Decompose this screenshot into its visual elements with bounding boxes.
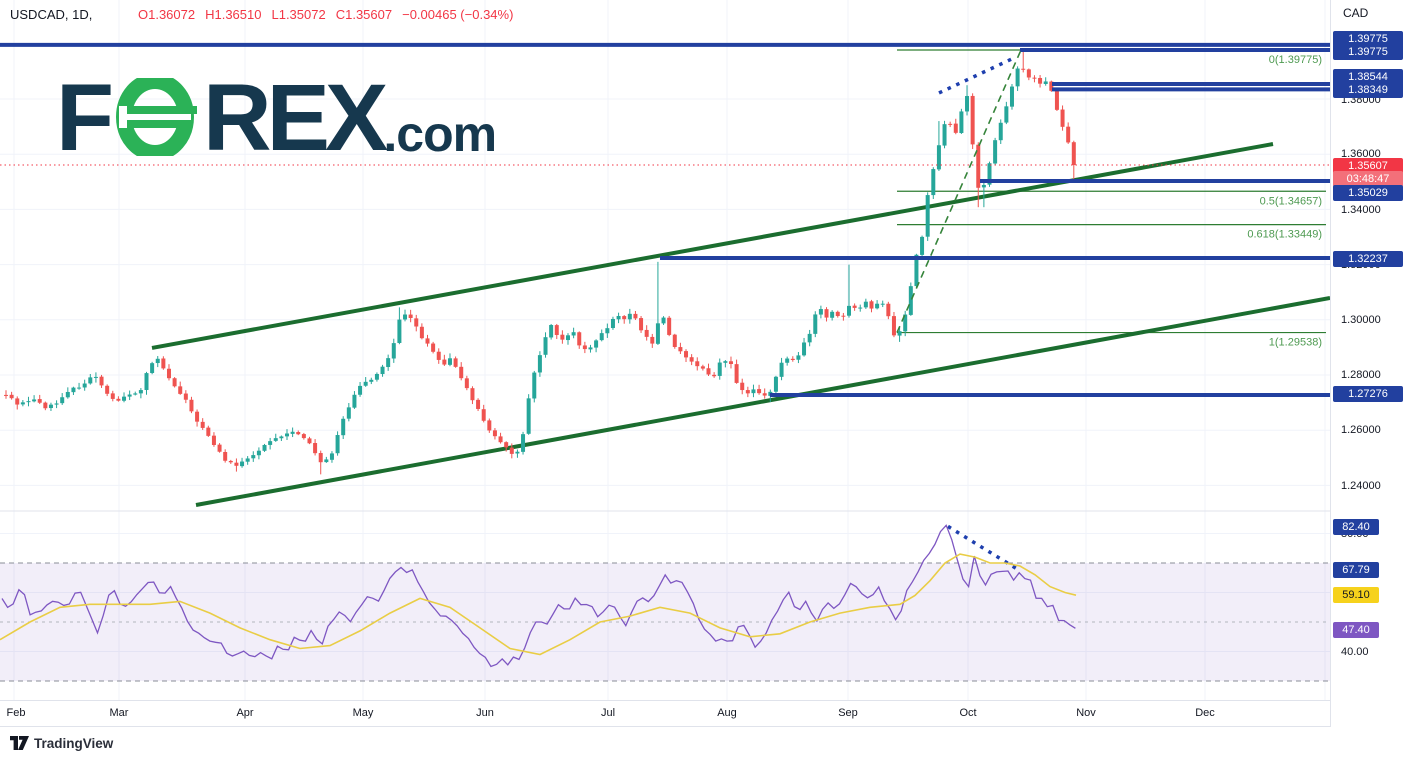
tradingview-logo[interactable]: TradingView bbox=[10, 735, 113, 751]
axis-badge: 1.27276 bbox=[1333, 386, 1403, 402]
time-axis[interactable]: Feb Mar Apr May Jun Jul Aug Sep Oct Nov Dec bbox=[0, 700, 1330, 727]
tradingview-icon bbox=[10, 736, 29, 750]
symbol-header: USDCAD, 1D, O1.36072 H1.36510 L1.35072 C1.3… bbox=[10, 7, 523, 22]
axis-badge: 1.38544 bbox=[1333, 69, 1403, 85]
axis-badge: 1.35607 bbox=[1333, 158, 1403, 174]
high-value: H1.36510 bbox=[205, 7, 262, 22]
axis-tick: 1.30000 bbox=[1341, 314, 1381, 326]
tradingview-text: TradingView bbox=[34, 735, 114, 751]
forex-dotcom: .com bbox=[383, 106, 497, 162]
month-label: Nov bbox=[1076, 707, 1096, 719]
forex-letters-rex: REX bbox=[203, 64, 388, 171]
axis-badge: 1.39775 bbox=[1333, 31, 1403, 47]
month-label: Oct bbox=[959, 707, 977, 719]
fib-label: 1(1.29538) bbox=[1269, 337, 1322, 349]
axis-badge: 1.39775 bbox=[1333, 44, 1403, 60]
axis-badge: 1.32237 bbox=[1333, 251, 1403, 267]
axis-tick: 1.26000 bbox=[1341, 424, 1381, 436]
close-value: C1.35607 bbox=[335, 7, 393, 22]
fib-label: 0.5(1.34657) bbox=[1260, 195, 1322, 207]
forex-o-icon bbox=[116, 78, 198, 156]
change-value: −0.00465 (−0.34%) bbox=[402, 7, 514, 22]
month-label: Dec bbox=[1195, 707, 1215, 719]
axis-badge: 47.40 bbox=[1333, 622, 1379, 638]
month-label: Mar bbox=[109, 707, 129, 719]
month-label: Jun bbox=[476, 707, 494, 719]
fib-label: 0.618(1.33449) bbox=[1247, 229, 1322, 241]
axis-badge: 82.40 bbox=[1333, 519, 1379, 535]
month-label: Jul bbox=[600, 707, 616, 719]
axis-badge: 03:48:47 bbox=[1333, 171, 1403, 187]
ohlc-values: O1.36072 H1.36510 L1.35072 C1.35607 −0.00465… bbox=[138, 7, 523, 22]
bottom-bar: TradingView bbox=[0, 728, 1406, 761]
price-axis[interactable]: CAD 1.380001.360001.340001.320001.300001… bbox=[1330, 0, 1406, 727]
month-label: Feb bbox=[6, 707, 26, 719]
axis-badge: 67.79 bbox=[1333, 562, 1379, 578]
month-label: Aug bbox=[717, 707, 737, 719]
month-label: May bbox=[352, 707, 374, 719]
symbol-title[interactable]: USDCAD, 1D, bbox=[10, 7, 93, 22]
low-value: L1.35072 bbox=[271, 7, 326, 22]
month-label: Sep bbox=[838, 707, 858, 719]
fib-label: 0(1.39775) bbox=[1269, 54, 1322, 66]
axis-badge: 1.38349 bbox=[1333, 82, 1403, 98]
axis-badge: 59.10 bbox=[1333, 587, 1379, 603]
open-value: O1.36072 bbox=[137, 7, 196, 22]
forex-letter-f: F bbox=[56, 64, 114, 171]
axis-tick: 1.24000 bbox=[1341, 480, 1381, 492]
axis-tick: 1.36000 bbox=[1341, 148, 1381, 160]
price-chart[interactable]: 0(1.39775) 0.5(1.34657) 0.618(1.33449) 1(1.… bbox=[0, 0, 1330, 700]
forex-watermark: F REX .com bbox=[56, 64, 497, 171]
axis-tick: 40.00 bbox=[1341, 646, 1369, 658]
axis-badge: 1.35029 bbox=[1333, 185, 1403, 201]
axis-tick: 1.28000 bbox=[1341, 369, 1381, 381]
month-label: Apr bbox=[236, 707, 254, 719]
axis-tick: 1.34000 bbox=[1341, 204, 1381, 216]
currency-label[interactable]: CAD bbox=[1343, 6, 1369, 20]
